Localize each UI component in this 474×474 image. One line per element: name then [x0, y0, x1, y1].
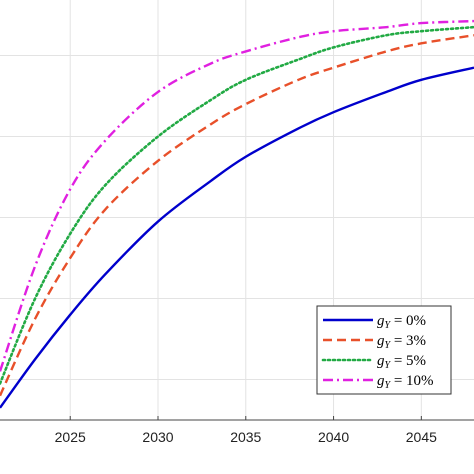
series-line-1 [0, 34, 474, 397]
x-tick-label-4: 2045 [406, 429, 437, 445]
x-tick-label-1: 2030 [142, 429, 173, 445]
legend-label-2: gY = 5% [377, 353, 426, 371]
series-line-3 [0, 19, 474, 372]
series-line-0 [0, 66, 474, 409]
x-tick-label-3: 2040 [318, 429, 349, 445]
grid [0, 0, 474, 420]
series-line-2 [0, 25, 474, 385]
x-axis-ticks: 2025 2030 2035 2040 2045 [55, 416, 437, 445]
legend-label-3: gY = 10% [377, 373, 434, 391]
x-tick-label-0: 2025 [55, 429, 86, 445]
legend-label-1: gY = 3% [377, 333, 426, 351]
series-lines [0, 19, 474, 409]
legend-label-0: gY = 0% [377, 313, 426, 331]
x-tick-label-2: 2035 [230, 429, 261, 445]
legend: gY = 0% gY = 3% gY = 5% gY = 10% [316, 305, 452, 395]
